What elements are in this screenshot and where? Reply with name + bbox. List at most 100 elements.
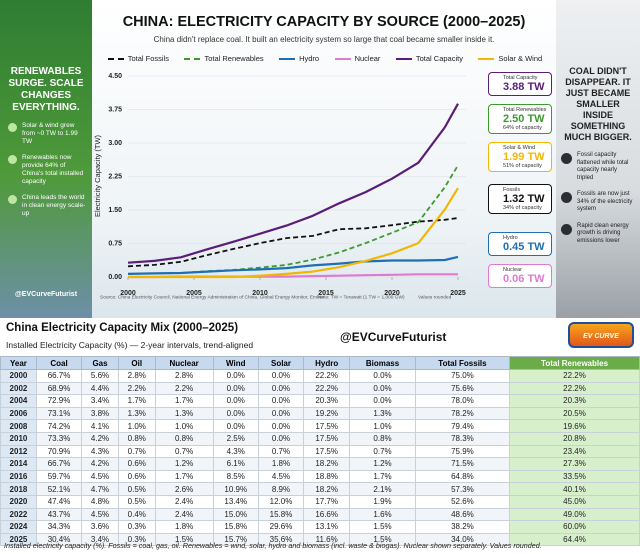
table-cell: 2006 [0,406,37,421]
table-cell: 49.0% [509,507,640,522]
legend-item: Total Capacity [395,54,463,63]
callout-name: Solar & Wind [503,145,536,151]
table-footnote: Installed electricity capacity (%). Foss… [4,541,542,550]
table-cell: 4.8% [81,494,119,509]
table-cell: 1.7% [117,394,156,408]
legend-swatch [184,57,201,60]
table-cell: 12.0% [257,494,305,509]
chart-subtitle: China didn't replace coal. It built an e… [154,35,495,44]
table-handle: @EVCurveFuturist [340,330,447,344]
table-cell: 15.8% [212,520,259,534]
table-cell: 0.0% [257,369,305,383]
column-header: Total Renewables [509,356,640,370]
table-cell: 35.6% [257,532,305,547]
table-row: 2000 66.7% 5.6% 2.8% 2.8% 0.0% 0.0% 22.2% 0.0% 75… [0,369,640,383]
callout-value: 2.50 TW [503,113,545,125]
table-cell: 20.8% [509,431,640,446]
table-cell: 34.3% [35,520,83,534]
table-cell: 1.2% [154,457,214,471]
table-cell: 33.5% [509,469,640,484]
table-cell: 22.2% [303,369,351,383]
callout: Fossils 1.32 TW 34% of capacity [488,184,552,214]
table-cell: 0.7% [117,444,156,459]
table-cell: 52.6% [414,494,511,509]
table-cell: 3.8% [81,406,119,421]
legend-swatch [478,57,495,60]
callout-name: Nuclear [503,267,522,273]
x-tick-label: 2020 [384,290,400,297]
legend-swatch [279,57,296,60]
table-title: China Electricity Capacity Mix (2000–202… [6,322,239,334]
table-cell: 2000 [0,369,37,383]
callout: Nuclear 0.06 TW [488,264,552,288]
table-cell: 16.6% [303,507,351,522]
table-cell: 0.3% [117,532,156,547]
series-line [127,217,459,268]
legend-label: Nuclear [354,54,381,63]
y-tick-label: 4.50 [108,73,122,80]
table-cell: 17.5% [303,419,351,433]
table-cell: 73.1% [35,406,83,421]
table-cell: 78.3% [414,431,511,446]
table-cell: 2024 [0,520,37,534]
legend: Total Fossils Total Renewables Hydro Nuclea… [100,54,550,63]
table-cell: 79.4% [414,419,511,433]
table-cell: 0.0% [257,381,305,396]
table-cell: 0.8% [349,431,416,446]
column-header: Year [0,356,37,370]
table-cell: 0.6% [117,457,156,471]
legend-item: Solar & Wind [478,54,542,63]
table-row: 2004 72.9% 3.4% 1.7% 1.7% 0.0% 0.0% 20.3% 0.0% 78… [0,394,640,408]
table-cell: 75.9% [414,444,511,459]
right-point: Fossil capacity flattened while total ca… [561,152,635,182]
table-cell: 0.5% [117,482,156,496]
table-cell: 2004 [0,394,37,408]
table-cell: 0.5% [117,494,156,509]
column-header: Total Fossils [414,356,511,370]
callout: Total Capacity 3.88 TW [488,72,552,96]
y-tick-label: 1.50 [108,207,122,214]
x-tick-label: 2000 [120,290,136,297]
table-cell: 0.0% [349,369,416,383]
table-cell: 1.7% [154,394,214,408]
table-cell: 15.0% [212,507,259,522]
series-line [127,255,459,275]
table-cell: 13.1% [303,520,351,534]
table-row: 2012 70.9% 4.3% 0.7% 0.7% 4.3% 0.7% 17.5% 0.7% 75… [0,444,640,459]
table-cell: 17.7% [303,494,351,509]
table-cell: 0.0% [212,381,259,396]
table-cell: 2022 [0,507,37,522]
table-row: 2020 47.4% 4.8% 0.5% 2.4% 13.4% 12.0% 17.7% 1.9%… [0,494,640,509]
table-cell: 60.0% [509,520,640,534]
legend-label: Total Capacity [415,54,463,63]
right-panel: COAL DIDN'T DISAPPEAR. IT JUST BECAME SM… [556,0,640,318]
table-cell: 57.3% [414,482,511,496]
table-cell: 78.2% [414,406,511,421]
table-cell: 0.0% [212,369,259,383]
callout: Hydro 0.45 TW [488,232,552,256]
callout: Solar & Wind 1.99 TW 51% of capacity [488,142,552,172]
table-cell: 19.6% [509,419,640,433]
table-cell: 4.5% [81,469,119,484]
y-tick-label: 0.75 [108,240,122,247]
table-cell: 1.3% [349,406,416,421]
legend-item: Total Renewables [184,54,264,63]
callout-value: 3.88 TW [503,81,545,93]
table-cell: 2.2% [117,381,156,396]
column-header: Solar [257,356,305,370]
note: Note: TW = Terawatt (1 TW = 1,000 GW) [318,294,405,300]
table-cell: 2016 [0,469,37,484]
series-line [127,103,459,264]
data-table: Year Coal Gas Oil Nuclear Wind Solar Hydro Bioma… [0,356,640,547]
table-cell: 18.8% [303,469,351,484]
table-cell: 4.1% [81,419,119,433]
table-cell: 71.5% [414,457,511,471]
table-cell: 1.7% [349,469,416,484]
table-row: 2014 66.7% 4.2% 0.6% 1.2% 6.1% 1.8% 18.2% 1.2% 71… [0,457,640,471]
table-cell: 20.3% [509,394,640,408]
table-row: 2016 59.7% 4.5% 0.6% 1.7% 8.5% 4.5% 18.8% 1.7% 64… [0,469,640,484]
table-cell: 17.5% [303,444,351,459]
table-row: 2002 68.9% 4.4% 2.2% 2.2% 0.0% 0.0% 22.2% 0.0% 75… [0,381,640,396]
table-cell: 0.7% [154,444,214,459]
chart-title: CHINA: ELECTRICITY CAPACITY BY SOURCE (2… [123,14,526,30]
